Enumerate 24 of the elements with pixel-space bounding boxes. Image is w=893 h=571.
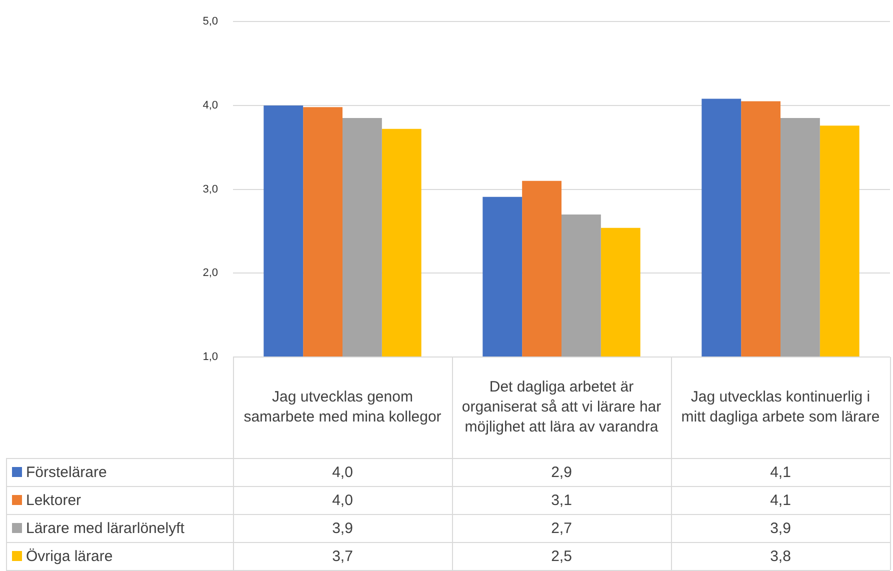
y-tick-label: 1,0: [202, 351, 218, 364]
y-tick-label: 2,0: [202, 267, 218, 280]
data-label: 3,9: [332, 520, 353, 538]
y-tick-label: 4,0: [202, 99, 218, 112]
data-label: 3,7: [332, 548, 353, 566]
data-label: 4,1: [770, 492, 791, 510]
legend-label: Övriga lärare: [26, 548, 113, 566]
data-label: 4,0: [332, 492, 353, 510]
x-tick-label: Det dagliga arbetet är organiserat så att vi lärare har möjlighet att lära av varandra: [462, 378, 662, 436]
y-tick-label: 5,0: [202, 16, 218, 28]
legend-label: Lektorer: [26, 492, 82, 510]
x-tick-label: Jag utvecklas kontinuerlig i mitt dagliga arbete som lärare: [681, 388, 880, 426]
data-label: 3,1: [551, 492, 572, 510]
data-label: 2,9: [551, 464, 572, 482]
data-label: 2,5: [551, 548, 572, 566]
data-label: 3,9: [770, 520, 791, 538]
data-label: 4,1: [770, 464, 791, 482]
data-label: 2,7: [551, 520, 572, 538]
data-label: 4,0: [332, 464, 353, 482]
data-label: 3,8: [770, 548, 791, 566]
y-tick-label: 3,0: [202, 183, 218, 196]
legend-label: Förstelärare: [26, 464, 107, 482]
x-tick-label: Jag utvecklas genom samarbete med mina kollegor: [244, 388, 442, 426]
legend-label: Lärare med lärarlönelyft: [26, 520, 186, 538]
